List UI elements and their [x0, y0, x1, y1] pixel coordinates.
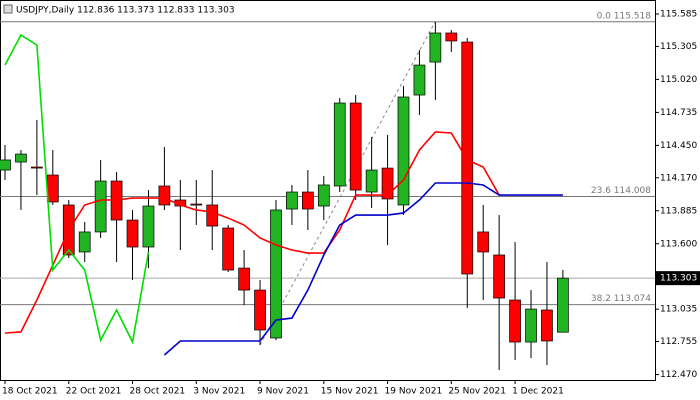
fib-trend-line — [259, 21, 436, 346]
level-label: 23.6 114.008 — [591, 186, 651, 196]
x-tick-label: 28 Oct 2021 — [130, 387, 186, 397]
candle-body — [365, 169, 378, 193]
current-price-box — [656, 271, 700, 286]
x-tick-label: 18 Oct 2021 — [2, 387, 58, 397]
level-label: 0.0 115.518 — [597, 11, 652, 21]
indicator-line — [4, 33, 150, 345]
x-tick-label: 19 Nov 2021 — [385, 387, 443, 397]
indicator-line — [4, 131, 500, 334]
candle-body — [0, 159, 11, 171]
x-tick-label: 3 Nov 2021 — [193, 387, 245, 397]
candle-body — [333, 102, 346, 187]
candle-body — [557, 277, 569, 333]
candle-body — [525, 308, 537, 343]
y-tick-label: 113.600 — [660, 239, 697, 249]
candle-body — [509, 299, 521, 343]
candle-body — [445, 32, 458, 42]
candle-body — [493, 254, 505, 299]
marks — [0, 21, 655, 371]
candle-body — [286, 191, 298, 210]
candle-body — [270, 209, 282, 339]
candle-body — [541, 309, 553, 342]
y-tick-label: 114.450 — [660, 141, 697, 151]
candle-body — [254, 289, 266, 331]
current-price-label: 113.303 — [660, 274, 697, 284]
y-tick-label: 113.035 — [660, 305, 697, 315]
y-tick-label: 113.885 — [660, 206, 697, 216]
candle-body — [158, 185, 171, 206]
x-tick-label: 1 Dec 2021 — [512, 387, 564, 397]
y-tick-label: 112.470 — [660, 370, 697, 380]
x-tick-label: 15 Nov 2021 — [321, 387, 379, 397]
y-tick-label: 115.305 — [660, 42, 697, 52]
candle-body — [190, 203, 203, 206]
symbol-icon — [3, 4, 13, 14]
candle-body — [317, 184, 330, 207]
candle-body — [126, 219, 139, 248]
candle-body — [381, 167, 394, 200]
candle-body — [78, 231, 91, 253]
x-tick-label: 22 Oct 2021 — [66, 387, 122, 397]
y-tick-label: 114.170 — [660, 173, 697, 183]
candle-body — [413, 64, 426, 96]
candle-body — [238, 267, 250, 291]
candle-body — [31, 166, 43, 169]
candle-body — [94, 180, 107, 233]
candle-body — [15, 153, 27, 163]
y-tick-label: 115.585 — [660, 10, 697, 20]
candle-body — [142, 205, 155, 248]
y-tick-label: 112.755 — [660, 337, 697, 347]
candle-body — [397, 96, 410, 206]
y-tick-label: 114.735 — [660, 108, 697, 118]
chart-title: USDJPY,Daily 112.836 113.373 112.833 113… — [16, 6, 235, 16]
candle-body — [349, 102, 362, 191]
candle-body — [477, 231, 490, 253]
level-label: 38.2 113.074 — [591, 294, 651, 304]
y-tick-label: 115.020 — [660, 75, 697, 85]
indicator-line — [163, 182, 563, 356]
candle-body — [429, 32, 442, 63]
candle-body — [46, 174, 59, 203]
x-tick-label: 9 Nov 2021 — [257, 387, 309, 397]
candle-body — [302, 191, 314, 210]
candle-body — [206, 204, 219, 227]
x-tick-label: 25 Nov 2021 — [448, 387, 506, 397]
candle-body — [222, 227, 235, 271]
candle-body — [461, 41, 474, 275]
